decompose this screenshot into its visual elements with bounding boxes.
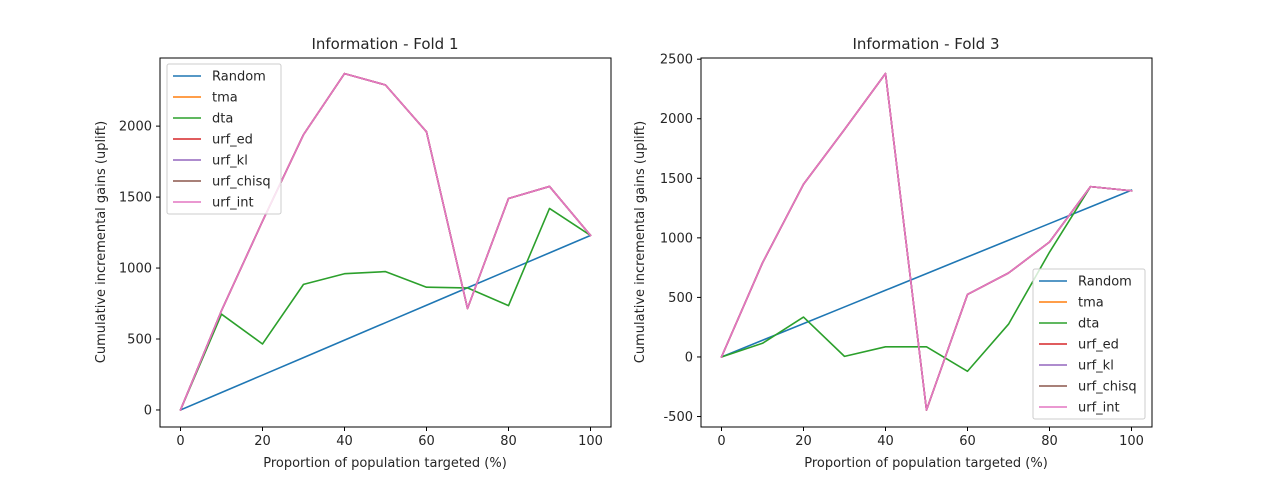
legend-label: urf_int [1078,401,1120,416]
x-tick-label: 80 [500,434,517,449]
legend: Random tma dta urf_ed urf_kl urf_chisq urf_int [1032,268,1146,420]
legend-label: dta [212,112,233,127]
y-tick-label: 500 [668,291,693,306]
legend-label: Random [1078,275,1132,290]
y-tick-label: 0 [144,403,152,418]
legend-label: urf_ed [1078,338,1119,353]
x-tick-label: 60 [418,434,435,449]
plot-lines [179,72,592,412]
x-tick-label: 100 [1119,434,1144,449]
legend-label: Random [212,70,266,85]
legend-label: urf_kl [212,154,248,169]
x-tick-label: 0 [717,434,725,449]
chart-title: Information - Fold 3 [852,35,999,53]
legend-label: urf_chisq [212,175,271,190]
y-tick-label: 2500 [660,53,693,68]
x-tick-label: 40 [336,434,353,449]
x-tick-label: 20 [254,434,271,449]
legend-box [1032,268,1146,420]
series-line-Random [720,189,1133,359]
plot-lines [720,72,1133,411]
y-axis-label: Cumulative incremental gains (uplift) [633,121,648,363]
y-tick-label: -500 [663,410,693,425]
chart-fold-3: Information - Fold 3 Proportion of popul… [633,35,1153,471]
x-tick-label: 60 [959,434,976,449]
y-tick-label: 1000 [119,262,152,277]
legend-label: urf_chisq [1078,380,1137,395]
y-tick-label: 1500 [119,191,152,206]
x-tick-label: 40 [877,434,894,449]
chart-fold-1: Information - Fold 1 Proportion of popul… [94,35,612,471]
y-axis-label: Cumulative incremental gains (uplift) [94,121,109,363]
series-line-dta [720,185,1133,373]
y-tick-label: 1000 [660,231,693,246]
x-tick-label: 80 [1041,434,1058,449]
x-tick-label: 20 [795,434,812,449]
legend: Random tma dta urf_ed urf_kl urf_chisq urf_int [166,63,282,215]
y-tick-label: 0 [685,350,693,365]
chart-title: Information - Fold 1 [311,35,458,53]
y-tick-label: 500 [127,333,152,348]
x-tick-label: 100 [578,434,603,449]
series-line-Random [179,234,592,412]
x-axis-label: Proportion of population targeted (%) [804,456,1048,471]
y-tick-label: 2000 [119,120,152,135]
legend-label: tma [212,91,238,106]
x-axis-label: Proportion of population targeted (%) [263,456,507,471]
legend-label: urf_kl [1078,359,1114,374]
legend-label: tma [1078,296,1104,311]
y-tick-label: 1500 [660,172,693,187]
series-line-urf-int [720,72,1133,411]
legend-label: urf_ed [212,133,253,148]
series-line-dta [179,207,592,412]
y-tick-label: 2000 [660,112,693,127]
x-tick-label: 0 [176,434,184,449]
plot-frame [159,57,612,428]
legend-label: dta [1078,317,1099,332]
plot-frame [700,57,1153,428]
ticks: 0 20 40 60 80 100 -500 0 500 1000 1500 2000 2500 [660,53,1144,449]
legend-box [166,63,282,215]
legend-label: urf_int [212,196,254,211]
series-line-urf-int [179,72,592,412]
